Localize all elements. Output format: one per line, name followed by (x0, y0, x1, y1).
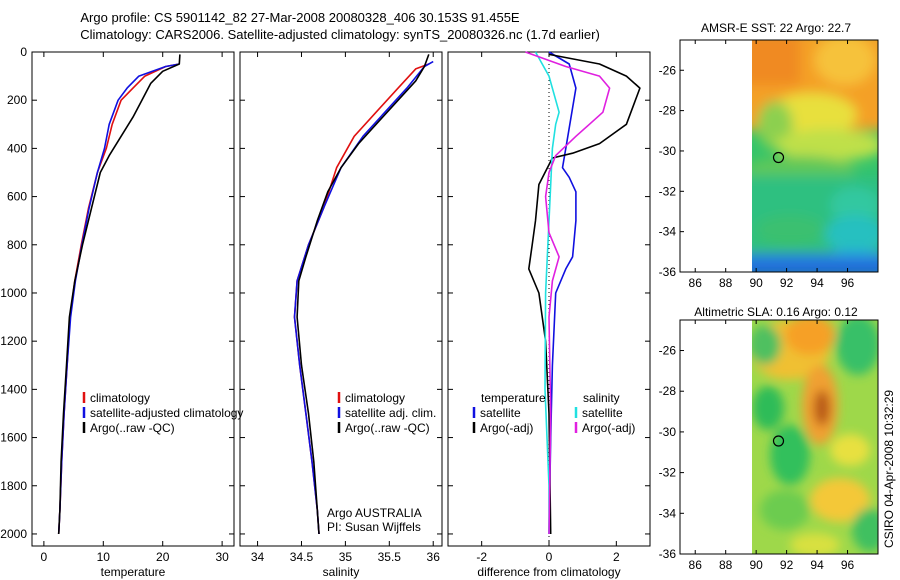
temperature-xlabel: temperature (101, 565, 166, 579)
diff-legend-temp-satellite: satellite (480, 406, 521, 420)
sla_map-ytick-label: -26 (659, 344, 677, 358)
sla-argo-marker (772, 435, 785, 447)
temperature-series-climatology (57, 63, 180, 535)
temperature-panel (31, 51, 235, 547)
diff-legend-temp-argo: Argo(-adj) (480, 421, 533, 435)
salinity-xtick-label: 34 (251, 550, 265, 564)
temp-legend-argo: Argo(..raw -QC) (90, 421, 175, 435)
annotation-argo-australia: Argo AUSTRALIA (327, 506, 422, 520)
sst_map-ytick-label: -34 (659, 225, 677, 239)
temperature-ytick-label: 1800 (0, 479, 27, 493)
sst-argo-marker (772, 151, 785, 164)
sst-map-title: AMSR-E SST: 22 Argo: 22.7 (701, 21, 851, 35)
temperature-ytick-label: 400 (7, 141, 27, 155)
sst_map-xtick-label: 88 (719, 276, 733, 290)
sst_map-xtick-label: 96 (841, 276, 855, 290)
temp-legend-satellite-adjusted: satellite-adjusted climatology (90, 406, 243, 420)
sal-legend-argo: Argo(..raw -QC) (345, 421, 430, 435)
temperature-series-argo-raw-qc- (57, 54, 181, 535)
sla_map-xtick-label: 90 (749, 558, 763, 572)
temperature-ytick-label: 1000 (0, 286, 27, 300)
salinity-series-satellite-adj-clim- (293, 60, 434, 535)
sla-heatmap (752, 320, 878, 554)
salinity-xlabel: salinity (323, 565, 360, 579)
sla_map-xtick-label: 92 (780, 558, 794, 572)
sla_map-ytick-label: -34 (659, 506, 677, 520)
temperature-series-satellite-adjusted-climatology (57, 63, 180, 535)
diff-legend-sal-argo: Argo(-adj) (582, 421, 635, 435)
sla-map-frame (679, 319, 879, 555)
sla-map-title: Altimetric SLA: 0.16 Argo: 0.12 (694, 305, 858, 319)
difference-series-temperature-satellite (548, 51, 577, 535)
sal-legend-satellite-adj: satellite adj. clim. (345, 406, 436, 420)
salinity-xtick-label: 35 (339, 550, 353, 564)
diff-legend-title-temperature: temperature (481, 391, 546, 405)
salinity-series-argo-raw-qc- (296, 54, 430, 535)
difference-series-salinity-satellite (534, 51, 560, 534)
temperature-ytick-label: 1200 (0, 334, 27, 348)
sst_map-ytick-label: -30 (659, 144, 677, 158)
sst_map-ytick-label: -26 (659, 63, 677, 77)
temperature-ytick-label: 800 (7, 238, 27, 252)
sla_map-ytick-label: -30 (659, 425, 677, 439)
temperature-xtick-label: 0 (41, 550, 48, 564)
temperature-ytick-label: 0 (20, 45, 27, 59)
salinity-xtick-label: 34.5 (290, 550, 314, 564)
difference-xtick-label: -2 (476, 550, 487, 564)
sla_map-xtick-label: 86 (689, 558, 703, 572)
timestamp-label: CSIRO 04-Apr-2008 10:32:29 (882, 390, 896, 548)
sal-legend-climatology: climatology (345, 391, 405, 405)
difference-xtick-label: 0 (546, 550, 553, 564)
temperature-xtick-label: 10 (97, 550, 111, 564)
sst-map-frame (679, 39, 879, 273)
sla_map-xtick-label: 94 (810, 558, 824, 572)
temperature-xtick-label: 30 (215, 550, 229, 564)
salinity-xtick-label: 35.5 (378, 550, 402, 564)
difference-xlabel: difference from climatology (477, 565, 620, 579)
salinity-panel (239, 51, 443, 547)
difference-series-temperature-argo-adj- (527, 53, 641, 535)
sst_map-ytick-label: -36 (659, 265, 677, 279)
temperature-xtick-label: 20 (156, 550, 170, 564)
sst-heatmap (752, 40, 878, 272)
difference-series-salinity-argo-adj- (525, 51, 611, 535)
sst_map-ytick-label: -28 (659, 104, 677, 118)
sla_map-xtick-label: 88 (719, 558, 733, 572)
sst_map-xtick-label: 90 (749, 276, 763, 290)
temperature-ytick-label: 2000 (0, 527, 27, 541)
sst_map-xtick-label: 86 (689, 276, 703, 290)
diff-legend-sal-satellite: satellite (582, 406, 623, 420)
difference-xtick-label: 2 (613, 550, 620, 564)
salinity-xtick-label: 36 (427, 550, 441, 564)
sla_map-ytick-label: -28 (659, 384, 677, 398)
annotation-pi: PI: Susan Wijffels (327, 520, 421, 534)
temperature-ytick-label: 1600 (0, 431, 27, 445)
title-line-2: Climatology: CARS2006. Satellite-adjuste… (80, 27, 600, 42)
temperature-ytick-label: 600 (7, 190, 27, 204)
sst_map-xtick-label: 94 (810, 276, 824, 290)
title-line-1: Argo profile: CS 5901142_82 27-Mar-2008 … (80, 10, 520, 25)
temperature-ytick-label: 1400 (0, 382, 27, 396)
diff-legend-title-salinity: salinity (583, 391, 620, 405)
sla_map-xtick-label: 96 (841, 558, 855, 572)
temperature-ytick-label: 200 (7, 93, 27, 107)
sla_map-ytick-label: -32 (659, 466, 677, 480)
sla_map-ytick-label: -36 (659, 547, 677, 561)
temp-legend-climatology: climatology (90, 391, 150, 405)
sst_map-ytick-label: -32 (659, 184, 677, 198)
sst_map-xtick-label: 92 (780, 276, 794, 290)
